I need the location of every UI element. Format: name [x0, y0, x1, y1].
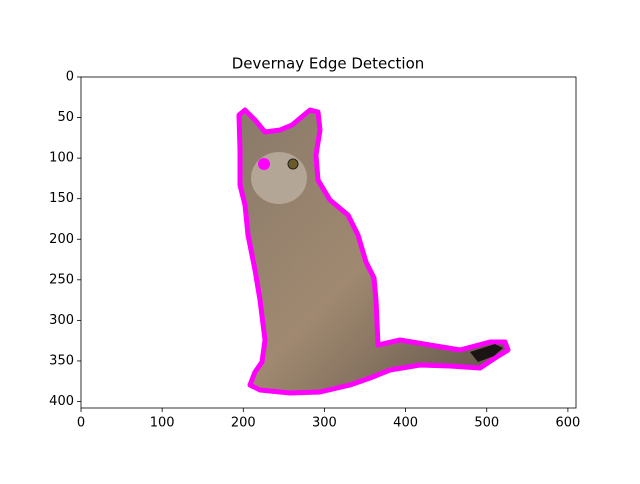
x-tick-label: 200: [231, 416, 256, 431]
chart-title: Devernay Edge Detection: [232, 55, 425, 73]
y-tick-label: 200: [49, 232, 74, 247]
x-tick-label: 400: [393, 416, 418, 431]
x-tick-label: 600: [555, 416, 580, 431]
y-tick-label: 0: [66, 70, 74, 85]
x-tick-label: 300: [312, 416, 337, 431]
image: [236, 107, 511, 396]
y-tick-label: 350: [49, 353, 74, 368]
y-tick-label: 250: [49, 272, 74, 287]
y-tick-label: 150: [49, 191, 74, 206]
cat-face: [251, 152, 307, 204]
y-tick-label: 300: [49, 313, 74, 328]
x-tick-label: 0: [77, 416, 85, 431]
x-tick-label: 100: [150, 416, 175, 431]
y-tick-label: 400: [49, 394, 74, 409]
axes-frame: [80, 76, 577, 409]
cat-eye-left: [258, 158, 270, 170]
y-tick-label: 100: [49, 151, 74, 166]
x-tick-label: 500: [474, 416, 499, 431]
y-tick-label: 50: [57, 110, 74, 125]
cat-tail-tip: [470, 344, 503, 362]
cat-eye-right: [287, 158, 299, 170]
